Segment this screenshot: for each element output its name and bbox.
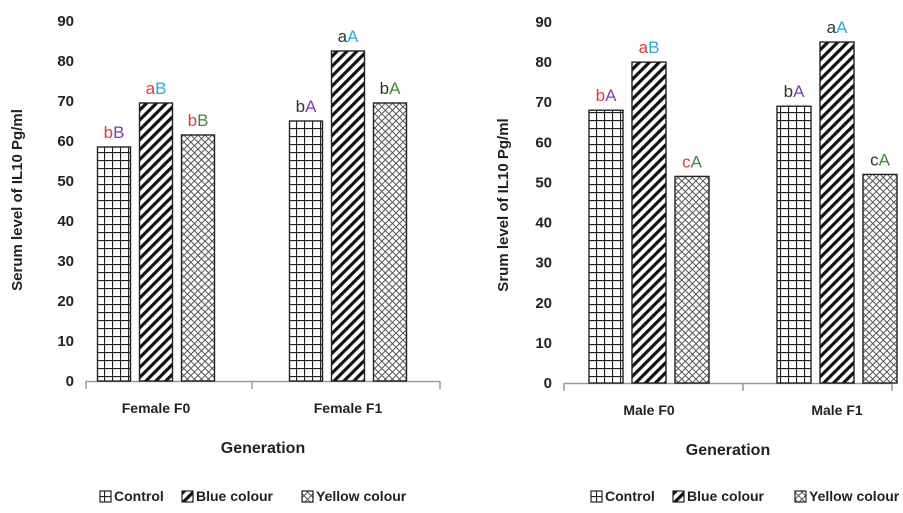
significance-letter: bB	[188, 111, 209, 130]
significance-letter: cA	[870, 150, 891, 169]
significance-letter: aA	[338, 27, 359, 46]
bar	[330, 50, 366, 382]
y-tick-label: 70	[535, 94, 552, 111]
legend-swatch	[181, 490, 194, 503]
significance-letter: bA	[596, 86, 617, 105]
y-axis-label: Srum level of IL10 Pg/ml	[495, 118, 512, 291]
x-tick-label: Female F1	[314, 400, 383, 416]
legend-swatch	[672, 490, 685, 503]
bar	[776, 105, 812, 384]
y-tick-label: 0	[544, 375, 552, 392]
y-tick-label: 20	[535, 295, 552, 312]
y-tick-label: 10	[57, 333, 74, 350]
significance-letter: cA	[682, 152, 703, 171]
y-tick-label: 30	[535, 255, 552, 272]
legend-label: Blue colour	[687, 488, 765, 504]
y-tick-label: 30	[57, 253, 74, 270]
y-tick-label: 40	[57, 213, 74, 230]
bar	[674, 175, 710, 384]
y-tick-label: 70	[57, 93, 74, 110]
bar	[288, 120, 324, 382]
bar	[138, 102, 174, 382]
x-tick-label: Male F0	[623, 402, 675, 418]
legend-swatch	[301, 490, 314, 503]
chart-male: 0 10 20 30 40 50 60 70 80 90 Srum level of IL10 Pg…	[452, 0, 903, 508]
x-tick-label: Female F0	[122, 400, 191, 416]
y-tick-label: 80	[535, 54, 552, 71]
y-tick-label: 10	[535, 335, 552, 352]
legend-swatch	[794, 490, 807, 503]
legend-label: Control	[605, 488, 655, 504]
bar	[96, 146, 132, 382]
y-tick-label: 50	[57, 173, 74, 190]
bar	[862, 173, 898, 384]
x-axis-label: Generation	[221, 440, 305, 457]
bar	[631, 61, 667, 384]
legend-label: Yellow colour	[809, 488, 900, 504]
y-axis-label: Serum level of IL10 Pg/ml	[9, 109, 26, 291]
y-tick-label: 20	[57, 293, 74, 310]
significance-letter: bB	[104, 123, 125, 142]
x-axis-label: Generation	[686, 442, 770, 459]
significance-letter: aB	[146, 79, 167, 98]
legend-label: Yellow colour	[316, 488, 407, 504]
y-tick-label: 0	[66, 373, 74, 390]
chart-female: 0 10 20 30 40 50 60 70 80 90 Serum level of IL10 P…	[0, 0, 450, 508]
y-tick-label: 90	[535, 14, 552, 31]
bar	[372, 102, 408, 382]
y-tick-label: 90	[57, 13, 74, 30]
significance-letter: bA	[784, 82, 805, 101]
significance-letter: aA	[827, 18, 848, 37]
y-tick-label: 40	[535, 215, 552, 232]
legend-swatch	[590, 490, 603, 503]
y-tick-label: 80	[57, 53, 74, 70]
chart-male-svg: 0 10 20 30 40 50 60 70 80 90 Srum level of IL10 Pg…	[495, 14, 900, 504]
legend-swatch	[99, 490, 112, 503]
chart-female-svg: 0 10 20 30 40 50 60 70 80 90 Serum level of IL10 P…	[9, 13, 441, 504]
bar	[819, 41, 855, 384]
significance-letter: bA	[296, 97, 317, 116]
y-tick-label: 60	[57, 133, 74, 150]
bar	[588, 109, 624, 384]
bar	[180, 134, 216, 382]
legend-label: Control	[114, 488, 164, 504]
y-tick-label: 50	[535, 174, 552, 191]
significance-letter: aB	[639, 38, 660, 57]
legend-label: Blue colour	[196, 488, 274, 504]
y-tick-label: 60	[535, 134, 552, 151]
x-tick-label: Male F1	[811, 402, 863, 418]
significance-letter: bA	[380, 79, 401, 98]
